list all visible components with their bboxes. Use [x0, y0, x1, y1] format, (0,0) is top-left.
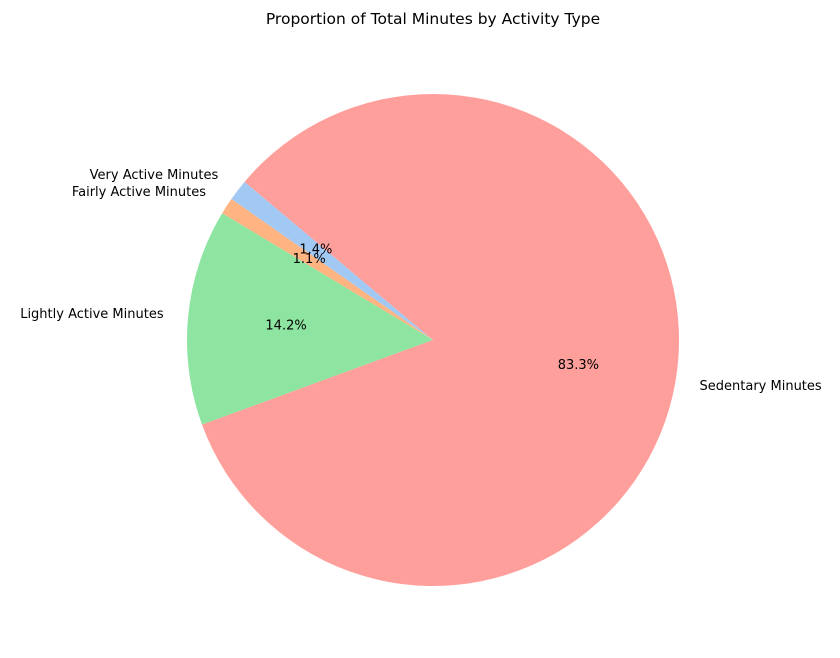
pie-labels: Very Active Minutes 1.4% Fairly Active Min… [20, 168, 822, 394]
slice-percent-label: 1.1% [293, 252, 326, 267]
slice-label: Fairly Active Minutes [72, 185, 206, 200]
pie-slices [187, 94, 680, 587]
slice-percent-label: 1.4% [299, 243, 332, 258]
slice-percent-label: 14.2% [265, 319, 306, 334]
slice-percent-label: 83.3% [558, 358, 599, 373]
slice-label: Sedentary Minutes [700, 379, 822, 394]
pie-slice-fairly-active-minutes [222, 199, 433, 340]
pie-slice-sedentary-minutes [202, 94, 680, 587]
slice-label: Very Active Minutes [90, 168, 219, 183]
chart-title: Proportion of Total Minutes by Activity … [266, 10, 600, 28]
pie-slice-lightly-active-minutes [187, 213, 433, 425]
slice-label: Lightly Active Minutes [20, 307, 164, 322]
pie-slice-very-active-minutes [231, 181, 433, 340]
